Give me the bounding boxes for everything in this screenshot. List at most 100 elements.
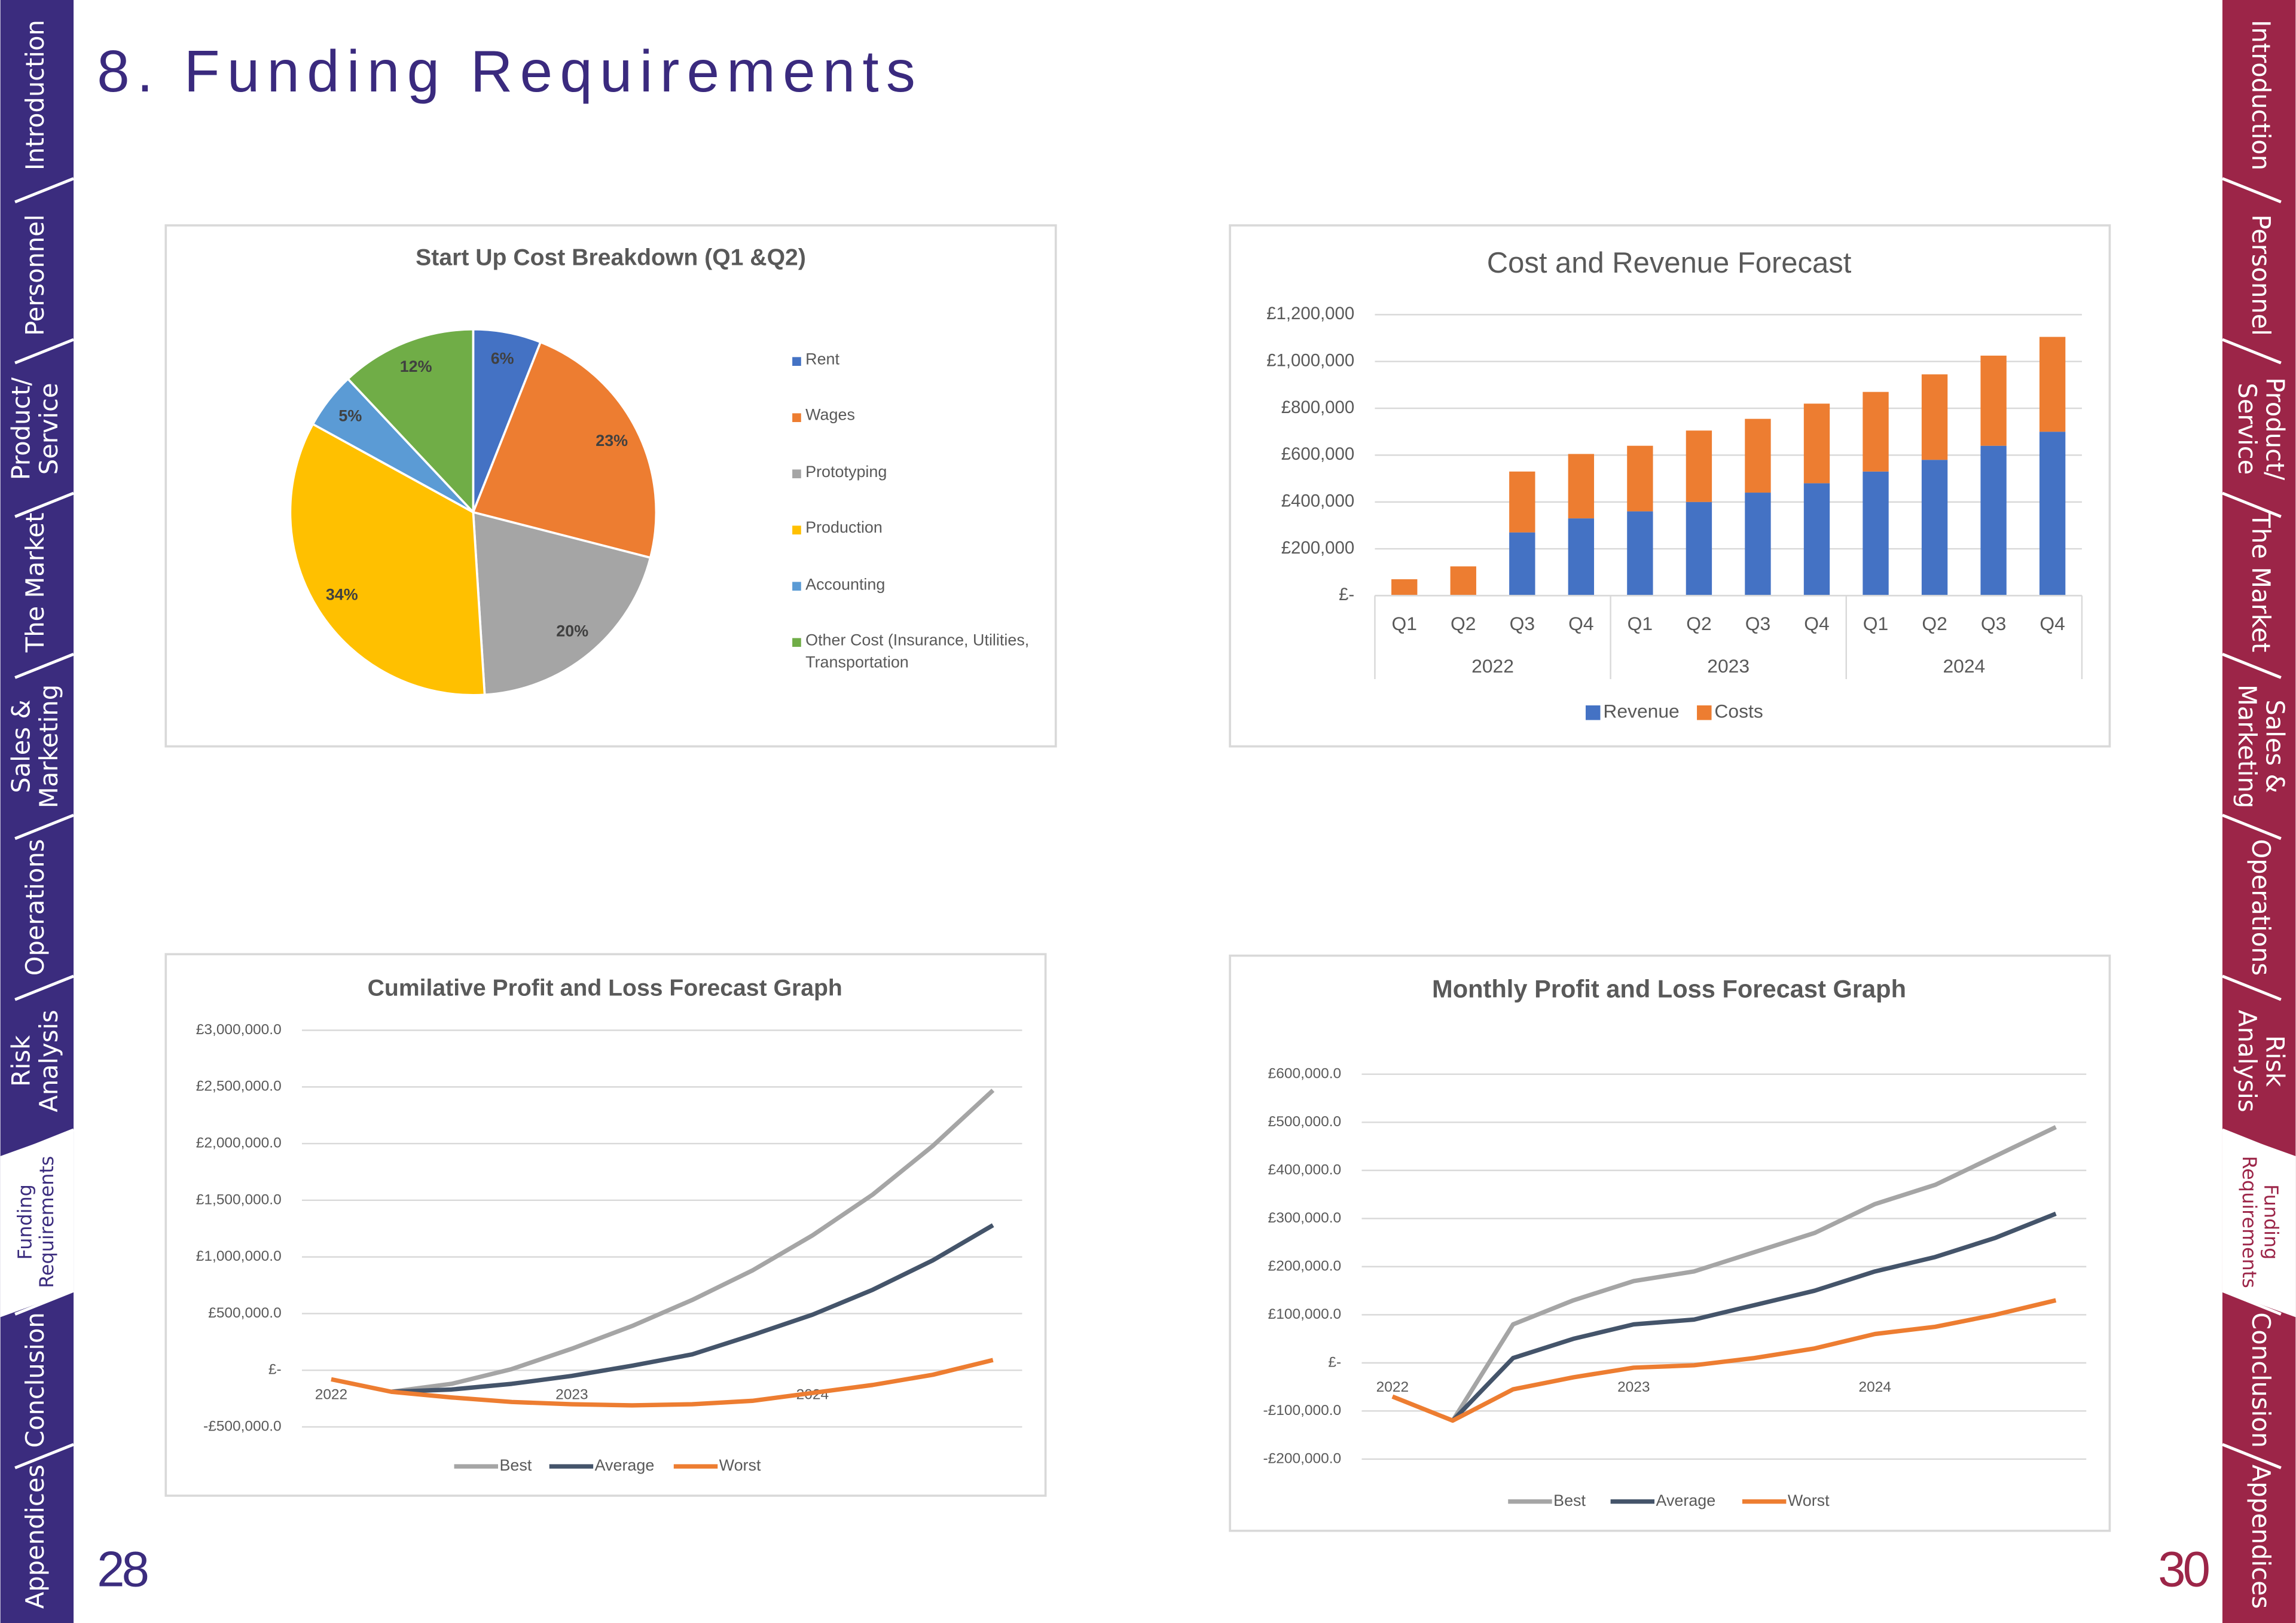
nav-label: Analysis	[34, 1010, 63, 1112]
chart-title: Monthly Profit and Loss Forecast Graph	[1432, 974, 1906, 1002]
chart-frame	[164, 953, 1047, 1497]
tab-separator	[2222, 974, 2282, 1001]
legend-swatch	[792, 469, 801, 479]
bar-segment	[1686, 430, 1712, 502]
legend-item: Prototyping	[805, 464, 887, 481]
y-tick-label: £100,000.0	[1268, 1306, 1341, 1322]
x-tick-label: Q4	[1804, 613, 1829, 634]
x-tick-label: Q4	[1568, 613, 1593, 634]
y-tick-label: £600,000.0	[1268, 1065, 1341, 1081]
tab-separator	[2222, 1443, 2282, 1469]
bar-segment	[1980, 355, 2007, 446]
data-label: 23%	[596, 432, 628, 450]
legend-label: Wages	[805, 407, 855, 425]
legend-swatch	[1585, 705, 1601, 720]
legend-swatch	[792, 525, 801, 535]
nav-label: Sales &	[2260, 699, 2289, 793]
y-tick-label: £500,000.0	[1268, 1114, 1341, 1130]
tab-separator	[14, 974, 74, 1001]
nav-label: Analysis	[2233, 1010, 2262, 1112]
tab-separator	[2222, 1289, 2282, 1316]
y-tick-label: £600,000	[1281, 444, 1354, 464]
nav-tab: Appendices	[20, 1465, 50, 1609]
legend-label: Average	[1656, 1491, 1716, 1509]
chart-title: Start Up Cost Breakdown (Q1 &Q2)	[416, 245, 806, 271]
nav-label: Service	[2233, 383, 2262, 475]
y-tick-label: £1,000,000.0	[196, 1248, 282, 1264]
nav-label: Risk	[2260, 1035, 2289, 1087]
chart-frame	[1229, 224, 2111, 748]
legend-item: Rent	[805, 351, 840, 369]
y-tick-label: £1,000,000	[1266, 350, 1354, 370]
data-label: 5%	[338, 407, 362, 425]
y-tick-label: £2,000,000.0	[196, 1135, 282, 1151]
legend-swatch	[792, 413, 801, 423]
x-tick-label: Q2	[1922, 613, 1947, 634]
bar-segment	[1686, 502, 1712, 596]
legend-item: Production	[805, 519, 883, 537]
series-line	[1451, 1125, 2057, 1422]
series-line	[1451, 1211, 2057, 1422]
legend-label: Revenue	[1603, 701, 1679, 722]
y-tick-label: -£100,000.0	[1263, 1402, 1342, 1419]
group-label: 2023	[1707, 655, 1750, 677]
y-tick-label: -£200,000.0	[1263, 1450, 1342, 1466]
x-tick-label: 2022	[1376, 1379, 1409, 1395]
nav-tab: Conclusion	[2246, 1312, 2276, 1448]
y-tick-label: £-	[1339, 585, 1354, 604]
nav-label: Introduction	[2246, 20, 2276, 170]
tab-separator	[2222, 177, 2282, 204]
chart-title: Cumilative Profit and Loss Forecast Grap…	[368, 975, 842, 1001]
pie-slice	[472, 511, 652, 696]
nav-label: Conclusion	[2246, 1312, 2276, 1448]
bar-segment	[1509, 471, 1535, 533]
bar-segment	[1509, 532, 1535, 596]
tab-separator	[14, 338, 74, 365]
x-tick-label: 2022	[315, 1386, 347, 1402]
tab-separator	[2222, 338, 2282, 365]
y-tick-label: £-	[1328, 1354, 1341, 1370]
chart-frame	[1229, 954, 2111, 1532]
nav-label: Funding	[13, 1184, 36, 1260]
nav-label: Conclusion	[20, 1312, 50, 1448]
nav-label: The Market	[20, 513, 50, 653]
nav-label: Personnel	[20, 215, 50, 336]
legend-swatch	[792, 582, 801, 591]
legend-label: Production	[805, 519, 883, 537]
y-tick-label: £1,200,000	[1266, 304, 1354, 323]
series-line	[1391, 1298, 2057, 1423]
nav-tab: The Market	[2246, 512, 2276, 653]
tab-separator	[14, 814, 74, 840]
y-tick-label: £400,000	[1281, 491, 1354, 511]
nav-label: Product/	[2260, 377, 2289, 481]
nav-label: Introduction	[20, 20, 50, 170]
y-tick-label: £3,000,000.0	[196, 1022, 282, 1038]
series-line	[391, 1223, 994, 1394]
legend-label: Rent	[805, 351, 840, 369]
legend-label: Accounting	[805, 576, 886, 594]
bar-segment	[1627, 511, 1653, 596]
y-tick-label: £800,000	[1281, 398, 1354, 417]
right-sidebar	[2222, 0, 2296, 1623]
nav-tab: Introduction	[2246, 20, 2276, 170]
y-tick-label: £200,000.0	[1268, 1258, 1341, 1274]
legend-label: Best	[1553, 1491, 1586, 1509]
series-line	[331, 1358, 994, 1408]
tab-separator	[14, 177, 74, 204]
tab-separator	[14, 491, 74, 518]
nav-label: Marketing	[34, 684, 63, 808]
y-tick-label: £400,000.0	[1268, 1162, 1341, 1178]
left-sidebar	[0, 0, 74, 1623]
nav-tab: Sales &Marketing	[2233, 684, 2290, 808]
active-tab	[2222, 1129, 2296, 1318]
nav-tab: Product/Service	[2233, 377, 2290, 481]
legend-label: Worst	[719, 1456, 761, 1474]
nav-tab: Sales &Marketing	[7, 684, 64, 808]
data-label: 34%	[326, 585, 358, 603]
bar-segment	[1863, 471, 1889, 596]
nav-label: Operations	[20, 839, 50, 976]
